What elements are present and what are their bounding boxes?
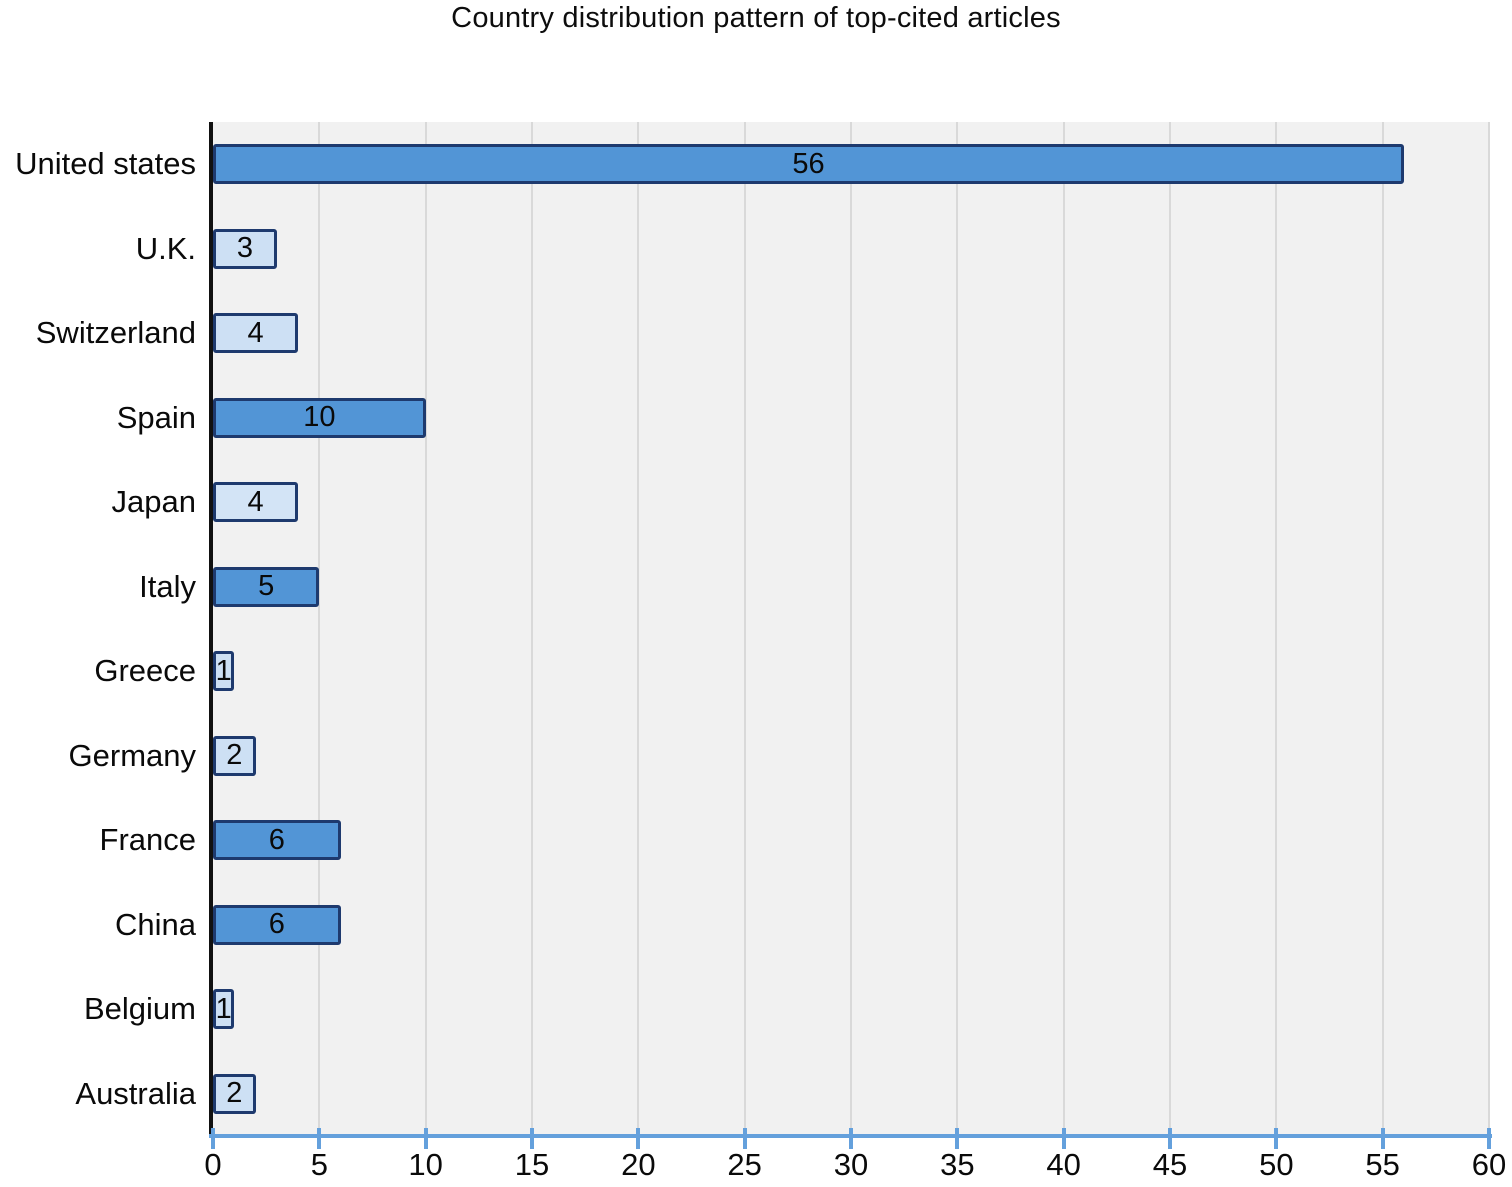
x-axis-tick-label: 35 <box>940 1147 975 1182</box>
bar-italy: 5 <box>213 566 320 607</box>
y-axis-line <box>209 122 213 1138</box>
gridline <box>1488 122 1490 1136</box>
gridline <box>637 122 640 1136</box>
category-label: Germany <box>68 737 196 773</box>
bar-row: 2 <box>213 714 1489 799</box>
category-label: Japan <box>111 484 196 520</box>
category-label: Belgium <box>84 991 196 1027</box>
x-axis-tick <box>211 1128 215 1149</box>
x-axis-tick <box>1487 1128 1491 1149</box>
gridline <box>1275 122 1278 1136</box>
x-axis-tick <box>636 1128 641 1149</box>
bar-value-label: 6 <box>268 908 285 941</box>
x-axis-tick <box>530 1128 534 1149</box>
gridline <box>424 122 427 1136</box>
category-label: U.K. <box>135 230 196 266</box>
bar-japan: 4 <box>213 482 299 523</box>
bar-value-label: 4 <box>247 485 264 518</box>
x-axis-tick <box>1061 1128 1066 1149</box>
bar-rows: 56 3 4 10 4 5 1 2 6 6 1 2 <box>213 122 1489 1136</box>
bar-greece: 1 <box>213 651 235 692</box>
x-axis-tick-label: 20 <box>621 1147 656 1182</box>
x-axis-tick <box>1168 1128 1172 1149</box>
bar-value-label: 4 <box>247 316 264 349</box>
category-label: Switzerland <box>35 315 196 351</box>
bar-row: 5 <box>213 545 1489 630</box>
category-label: Italy <box>139 568 196 604</box>
bar-row: 10 <box>213 376 1489 461</box>
x-axis-tick-labels: 0 5 10 15 20 25 30 35 40 45 50 55 60 <box>204 1147 1506 1184</box>
bar-belgium: 1 <box>213 989 235 1030</box>
bar-spain: 10 <box>213 397 426 438</box>
chart-title: Country distribution pattern of top-cite… <box>451 2 1061 34</box>
bar-france: 6 <box>213 820 341 861</box>
bar-value-label: 1 <box>215 654 232 687</box>
gridline <box>318 122 321 1136</box>
bar-value-label: 1 <box>215 992 232 1025</box>
x-axis-tick-label: 40 <box>1046 1147 1081 1182</box>
x-axis-tick <box>1274 1128 1279 1149</box>
bar-value-label: 2 <box>226 739 243 772</box>
x-axis-tick-label: 30 <box>833 1147 869 1182</box>
y-axis-category-labels: United states U.K. Switzerland Spain Japan It… <box>0 122 203 1136</box>
x-axis-tick <box>849 1128 853 1149</box>
x-axis-tick-label: 45 <box>1152 1147 1188 1182</box>
bar-switzerland: 4 <box>213 313 299 354</box>
bar-row: 3 <box>213 207 1489 292</box>
bar-value-label: 6 <box>268 823 285 856</box>
x-axis-tick-label: 5 <box>310 1147 328 1182</box>
bar-value-label: 10 <box>303 401 336 434</box>
bar-australia: 2 <box>213 1073 256 1114</box>
gridline <box>743 122 746 1136</box>
bar-row: 4 <box>213 291 1489 376</box>
gridline <box>1381 122 1384 1136</box>
x-axis-tick <box>742 1128 747 1149</box>
gridline <box>1169 122 1171 1136</box>
x-axis-tick-label: 10 <box>408 1147 443 1182</box>
bar-value-label: 56 <box>792 147 825 180</box>
bar-row: 56 <box>213 122 1489 207</box>
x-axis-tick-label: 60 <box>1471 1147 1507 1182</box>
bar-value-label: 2 <box>226 1077 243 1110</box>
bar-row: 2 <box>213 1052 1489 1137</box>
bar-united-states: 56 <box>213 144 1404 185</box>
plot-area: 56 3 4 10 4 5 1 2 6 6 1 2 <box>209 122 1492 1149</box>
bar-germany: 2 <box>213 735 256 776</box>
category-label: Greece <box>94 653 196 689</box>
x-axis-tick <box>955 1128 960 1149</box>
category-label: France <box>99 822 196 858</box>
bar-china: 6 <box>213 904 341 945</box>
bar-row: 6 <box>213 883 1489 968</box>
bar-row: 1 <box>213 629 1489 714</box>
x-axis-tick-label: 25 <box>727 1147 762 1182</box>
x-axis-tick-label: 50 <box>1259 1147 1294 1182</box>
category-label: Australia <box>75 1075 196 1111</box>
x-axis-tick-label: 0 <box>204 1147 222 1182</box>
bar-u-k: 3 <box>213 228 277 269</box>
bar-row: 1 <box>213 967 1489 1052</box>
gridline <box>850 122 852 1136</box>
bar-row: 4 <box>213 460 1489 545</box>
x-axis-tick <box>1380 1128 1385 1149</box>
bar-row: 6 <box>213 798 1489 883</box>
category-label: Spain <box>116 399 196 435</box>
x-axis-tick-label: 55 <box>1365 1147 1400 1182</box>
bar-value-label: 5 <box>258 570 275 603</box>
gridline <box>956 122 959 1136</box>
gridline <box>531 122 533 1136</box>
bar-value-label: 3 <box>236 232 253 265</box>
x-axis-tick <box>317 1128 322 1149</box>
x-axis-tick <box>423 1128 428 1149</box>
category-label: United states <box>15 146 196 182</box>
gridline <box>1062 122 1065 1136</box>
category-label: China <box>115 906 196 942</box>
x-axis-tick-label: 15 <box>514 1147 550 1182</box>
